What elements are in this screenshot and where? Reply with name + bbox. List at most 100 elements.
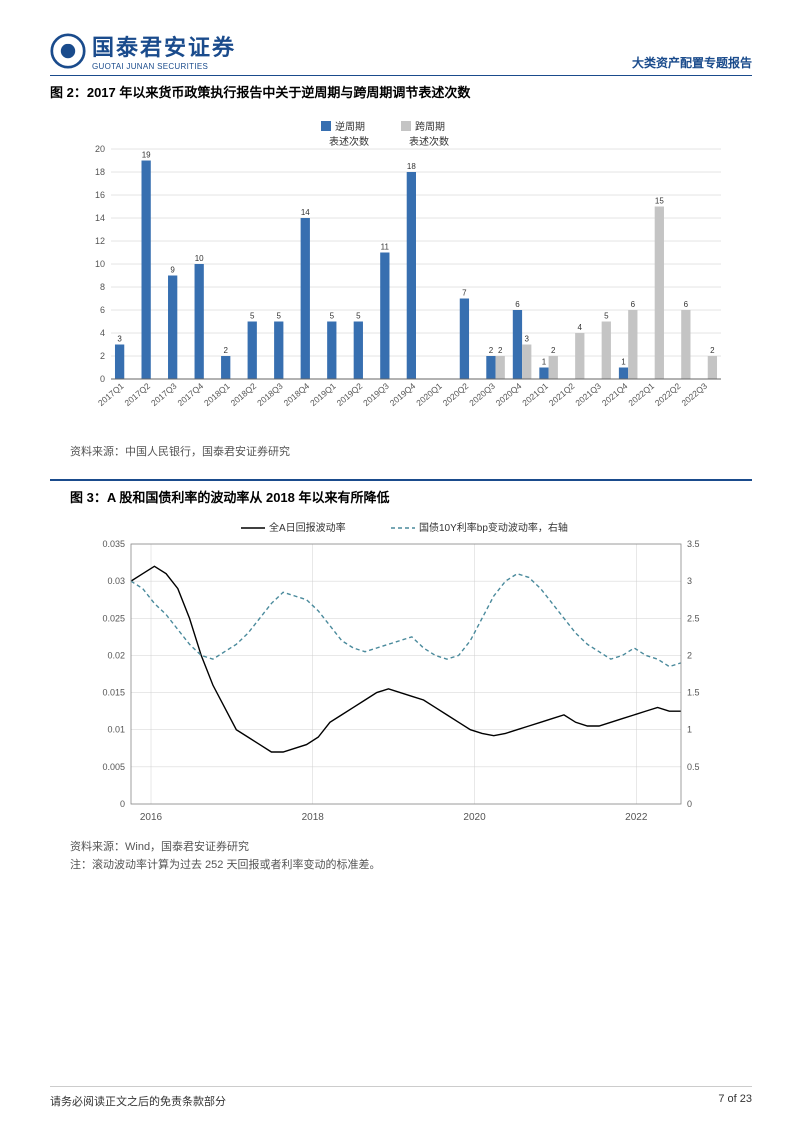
svg-text:7: 7 [462,289,467,298]
footer-disclaimer: 请务必阅读正文之后的免责条款部分 [50,1093,226,1109]
logo-area: 国泰君安证券 GUOTAI JUNAN SECURITIES [50,30,236,71]
svg-text:2020Q4: 2020Q4 [494,381,524,408]
svg-text:2022Q1: 2022Q1 [626,381,656,408]
svg-text:2: 2 [687,650,692,660]
figure3-source: 资料来源：Wind，国泰君安证券研究 [50,838,752,854]
svg-text:跨周期: 跨周期 [415,121,445,133]
figure2-chart: 0246810121416182032017Q1192017Q292017Q31… [50,109,752,439]
figure3-chart: 00.0050.010.0150.020.0250.030.03500.511.… [50,514,752,834]
bar-chart-svg: 0246810121416182032017Q1192017Q292017Q31… [71,109,731,439]
svg-text:2021Q4: 2021Q4 [600,381,630,408]
svg-text:0.02: 0.02 [107,650,125,660]
svg-text:2017Q4: 2017Q4 [176,381,206,408]
svg-text:12: 12 [95,236,105,246]
svg-text:8: 8 [100,282,105,292]
svg-text:5: 5 [604,312,609,321]
svg-text:1: 1 [542,358,547,367]
svg-text:6: 6 [631,300,636,309]
svg-text:4: 4 [578,323,583,332]
svg-text:3.5: 3.5 [687,539,700,549]
svg-text:0: 0 [100,374,105,384]
svg-text:2019Q4: 2019Q4 [388,381,418,408]
svg-text:2: 2 [498,346,503,355]
svg-text:18: 18 [407,162,416,171]
svg-text:2022Q3: 2022Q3 [679,381,709,408]
svg-text:国债10Y利率bp变动波动率，右轴: 国债10Y利率bp变动波动率，右轴 [419,521,568,534]
svg-text:2: 2 [489,346,494,355]
svg-text:2020Q3: 2020Q3 [467,381,497,408]
figure2-source: 资料来源：中国人民银行，国泰君安证券研究 [50,443,752,459]
page-header: 国泰君安证券 GUOTAI JUNAN SECURITIES 大类资产配置专题报… [50,30,752,76]
svg-text:2017Q1: 2017Q1 [96,381,126,408]
svg-text:0: 0 [120,799,125,809]
svg-text:10: 10 [195,254,204,263]
svg-text:0.01: 0.01 [107,724,125,734]
svg-text:2019Q3: 2019Q3 [361,381,391,408]
svg-text:3: 3 [687,576,692,586]
svg-text:6: 6 [515,300,520,309]
svg-text:0: 0 [687,799,692,809]
section-divider [50,479,752,481]
svg-text:逆周期: 逆周期 [335,120,365,133]
svg-text:2021Q1: 2021Q1 [520,381,550,408]
svg-text:19: 19 [142,151,151,160]
svg-text:2018Q1: 2018Q1 [202,381,232,408]
svg-text:14: 14 [95,213,105,223]
svg-text:2018: 2018 [302,812,325,823]
logo-english: GUOTAI JUNAN SECURITIES [92,62,236,71]
svg-text:5: 5 [330,312,335,321]
svg-text:1: 1 [687,724,692,734]
svg-text:11: 11 [381,243,390,252]
svg-text:5: 5 [250,312,255,321]
figure3-title: 图 3：A 股和国债利率的波动率从 2018 年以来有所降低 [50,487,752,506]
svg-text:2022: 2022 [625,812,648,823]
line-chart-svg: 00.0050.010.0150.020.0250.030.03500.511.… [81,514,721,834]
svg-text:5: 5 [277,312,282,321]
svg-text:全A日回报波动率: 全A日回报波动率 [269,521,346,534]
svg-text:18: 18 [95,167,105,177]
svg-text:2017Q3: 2017Q3 [149,381,179,408]
svg-text:2022Q2: 2022Q2 [653,381,683,408]
svg-text:2: 2 [223,346,228,355]
svg-text:2021Q2: 2021Q2 [547,381,577,408]
svg-text:2: 2 [100,351,105,361]
svg-text:1.5: 1.5 [687,687,700,697]
svg-text:2016: 2016 [140,812,163,823]
svg-text:2018Q4: 2018Q4 [282,381,312,408]
svg-text:5: 5 [356,312,361,321]
svg-text:2018Q2: 2018Q2 [229,381,259,408]
company-logo-icon [50,33,86,69]
svg-text:2017Q2: 2017Q2 [122,381,152,408]
svg-text:15: 15 [655,197,664,206]
page-number: 7 of 23 [718,1093,752,1109]
svg-text:6: 6 [100,305,105,315]
figure2-title: 图 2：2017 年以来货币政策执行报告中关于逆周期与跨周期调节表述次数 [50,82,752,101]
svg-text:0.5: 0.5 [687,761,700,771]
logo-chinese: 国泰君安证券 [92,30,236,62]
svg-text:3: 3 [525,335,530,344]
svg-text:14: 14 [301,208,310,217]
svg-text:3: 3 [117,335,122,344]
svg-text:2018Q3: 2018Q3 [255,381,285,408]
svg-text:0.035: 0.035 [102,539,125,549]
svg-text:6: 6 [684,300,689,309]
svg-text:1: 1 [621,358,626,367]
svg-text:9: 9 [170,266,175,275]
svg-text:16: 16 [95,190,105,200]
svg-text:0.03: 0.03 [107,576,125,586]
figure3-note: 注：滚动波动率计算为过去 252 天回报或者利率变动的标准差。 [50,856,752,872]
svg-text:0.025: 0.025 [102,613,125,623]
svg-text:表述次数: 表述次数 [329,135,369,148]
svg-text:10: 10 [95,259,105,269]
svg-text:2021Q3: 2021Q3 [573,381,603,408]
svg-text:2.5: 2.5 [687,613,700,623]
svg-text:20: 20 [95,144,105,154]
svg-text:4: 4 [100,328,105,338]
report-category: 大类资产配置专题报告 [632,54,752,71]
svg-text:2: 2 [710,346,715,355]
svg-text:2019Q1: 2019Q1 [308,381,338,408]
svg-text:2020Q2: 2020Q2 [441,381,471,408]
svg-text:表述次数: 表述次数 [409,135,449,148]
svg-text:2020Q1: 2020Q1 [414,381,444,408]
svg-text:2: 2 [551,346,556,355]
